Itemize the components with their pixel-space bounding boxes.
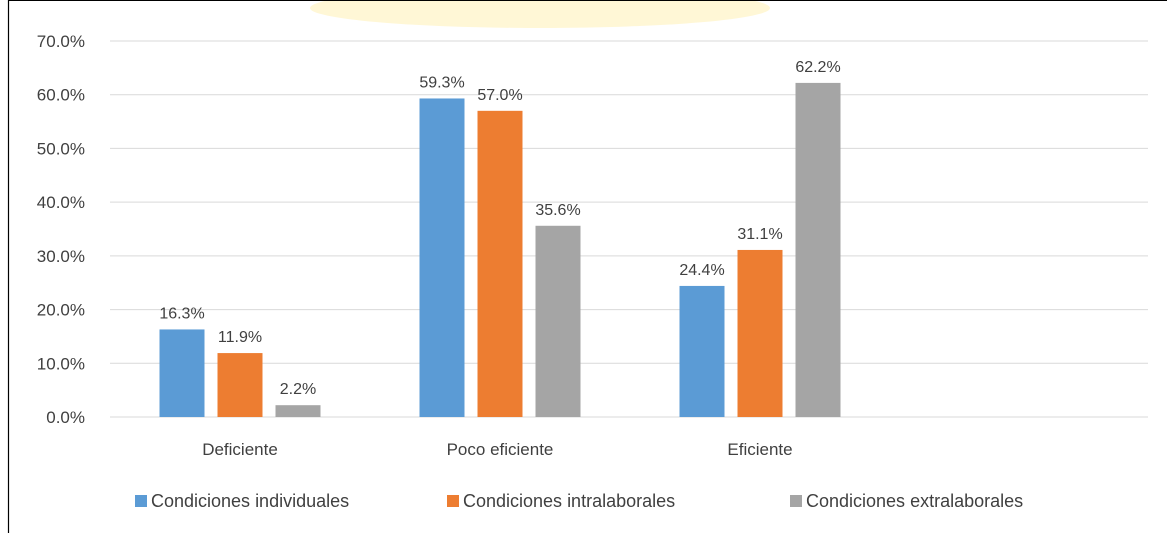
x-axis-ticks: Deficiente Poco eficiente Eficiente (202, 440, 792, 459)
y-axis-ticks: 0.0% 10.0% 20.0% 30.0% 40.0% 50.0% 60.0% 70.0% (37, 32, 85, 427)
bar (535, 225, 581, 417)
data-label: 57.0% (477, 87, 522, 104)
legend-swatch (447, 495, 459, 507)
y-tick-label: 70.0% (37, 32, 85, 51)
bar (159, 329, 205, 417)
data-label: 24.4% (679, 262, 724, 279)
y-tick-label: 40.0% (37, 193, 85, 212)
y-tick-label: 60.0% (37, 86, 85, 105)
y-tick-label: 10.0% (37, 354, 85, 373)
bars (159, 82, 841, 417)
bar (275, 405, 321, 417)
y-tick-label: 20.0% (37, 301, 85, 320)
legend-label: Condiciones individuales (151, 491, 349, 511)
bar (737, 249, 783, 417)
data-labels: 16.3% 11.9% 2.2% 59.3% 57.0% 35.6% 24.4% 31.1% 6… (159, 59, 840, 398)
bar (419, 98, 465, 417)
gridlines (110, 40, 1148, 418)
legend-swatch (790, 495, 802, 507)
data-label: 2.2% (280, 381, 316, 398)
x-tick-label: Eficiente (727, 440, 792, 459)
y-tick-label: 30.0% (37, 247, 85, 266)
y-tick-label: 50.0% (37, 139, 85, 158)
bar (217, 353, 263, 417)
watermark-glow (310, 0, 770, 28)
y-tick-label: 0.0% (46, 408, 85, 427)
bar (477, 110, 523, 417)
data-label: 16.3% (159, 305, 204, 322)
data-label: 31.1% (737, 226, 782, 243)
legend-label: Condiciones intralaborales (463, 491, 675, 511)
data-label: 11.9% (218, 329, 262, 346)
x-tick-label: Poco eficiente (447, 440, 554, 459)
legend-label: Condiciones extralaborales (806, 491, 1023, 511)
legend-swatch (135, 495, 147, 507)
data-label: 59.3% (419, 74, 464, 91)
bar (795, 82, 841, 417)
bar (679, 285, 725, 417)
legend: Condiciones individuales Condiciones intr… (135, 491, 1023, 511)
data-label: 62.2% (795, 59, 840, 76)
x-tick-label: Deficiente (202, 440, 278, 459)
data-label: 35.6% (535, 202, 580, 219)
